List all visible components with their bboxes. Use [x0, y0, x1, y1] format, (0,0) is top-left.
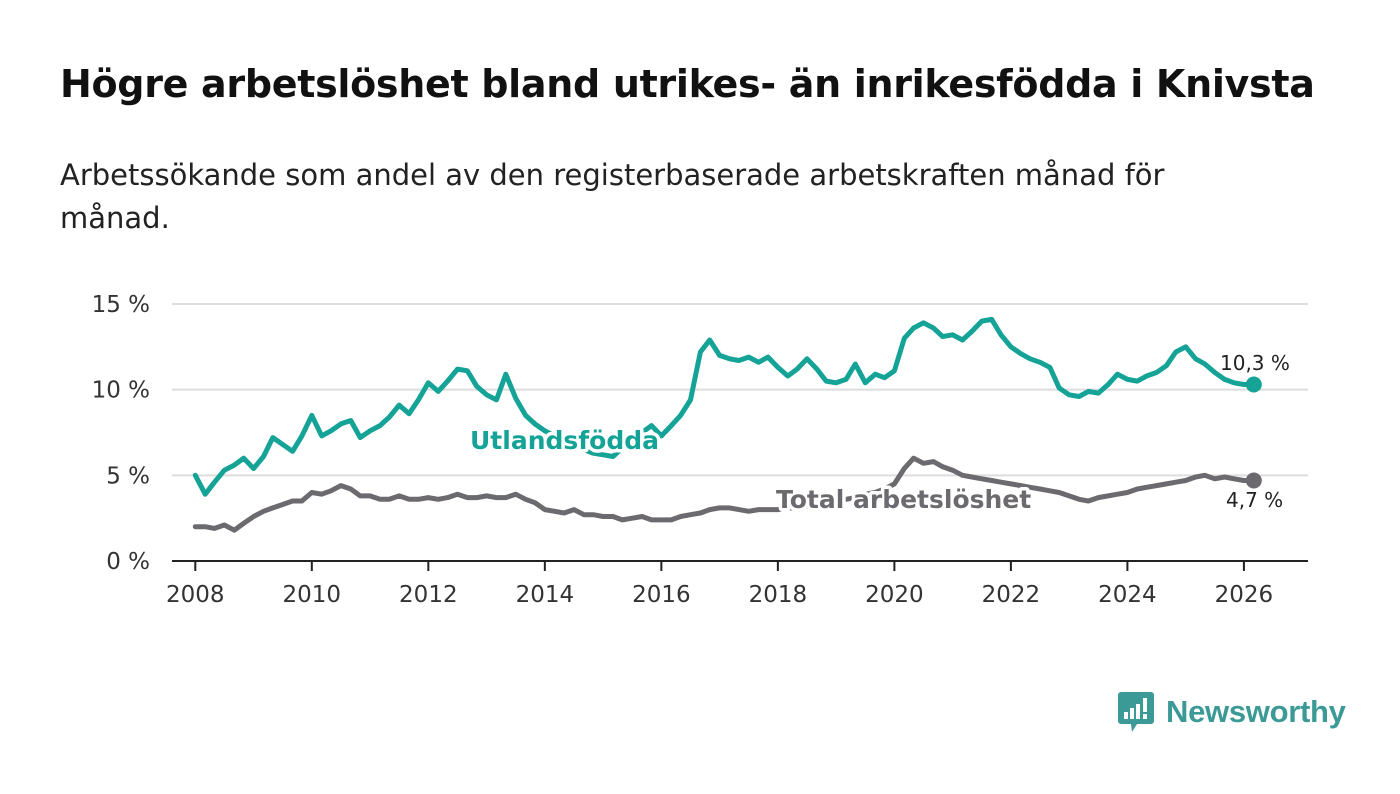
total-end-marker — [1245, 472, 1262, 489]
y-tick-label: 0 % — [106, 549, 150, 575]
utlandsfodda-end-value-label: 10,3 % — [1220, 351, 1290, 375]
total-arbetsloshet-line — [192, 455, 1257, 533]
label-layer: Utlandsfödda Total arbetslöshet 10,3 % 4,7 … — [467, 348, 1293, 518]
x-tick-label: 2012 — [399, 582, 458, 608]
x-tick-label: 2026 — [1215, 582, 1274, 608]
series-layer — [192, 316, 1262, 533]
y-tick-label: 5 % — [106, 463, 150, 489]
newsworthy-logo[interactable]: Newsworthy — [1118, 690, 1346, 734]
utlandsfodda-end-marker — [1245, 376, 1262, 393]
utlandsfodda-line — [192, 316, 1257, 497]
axis-layer: 0 % 5 % 10 % 15 % 2008 2010 2012 2014 2016 2018 20… — [92, 292, 1308, 608]
x-tick-label: 2014 — [516, 582, 575, 608]
total-end-value-label: 4,7 % — [1226, 488, 1283, 512]
x-tick-label: 2008 — [166, 582, 225, 608]
y-tick-label: 10 % — [92, 378, 150, 404]
x-tick-label: 2018 — [749, 582, 808, 608]
x-tick-label: 2016 — [632, 582, 691, 608]
total-series-label: Total arbetslöshet — [776, 485, 1031, 514]
x-tick-label: 2024 — [1098, 582, 1157, 608]
bar-chart-speech-bubble-icon — [1118, 692, 1154, 732]
utlandsfodda-series-label: Utlandsfödda — [470, 426, 659, 455]
x-tick-label: 2020 — [865, 582, 924, 608]
chart-title: Högre arbetslöshet bland utrikes- än inr… — [60, 62, 1315, 106]
grid-layer — [172, 303, 1308, 477]
chart-subtitle: Arbetssökande som andel av den registerb… — [60, 158, 1165, 235]
x-tick-label: 2022 — [982, 582, 1041, 608]
logo-text: Newsworthy — [1166, 694, 1346, 729]
x-tick-label: 2010 — [283, 582, 342, 608]
y-tick-label: 15 % — [92, 292, 150, 318]
